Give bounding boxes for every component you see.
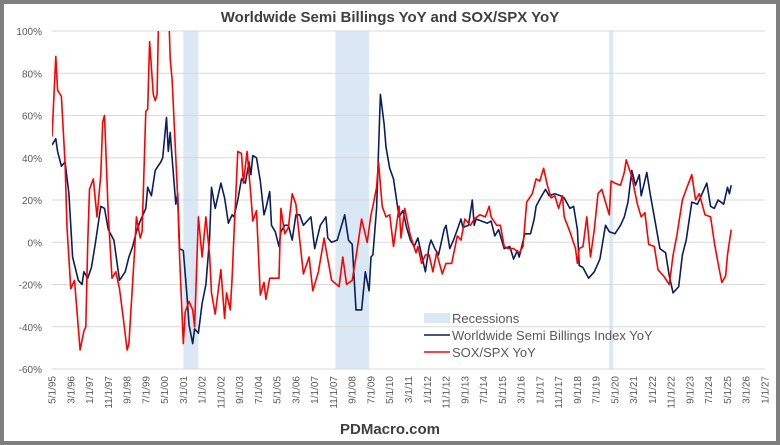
chart-title: Worldwide Semi Billings YoY and SOX/SPX … (221, 9, 559, 26)
x-tick-label: 1/1/02 (198, 376, 209, 404)
x-tick-label: 1/1/12 (423, 376, 434, 404)
x-tick-label: 7/1/19 (592, 376, 603, 404)
x-tick-label: 11/1/02 (216, 376, 227, 409)
y-tick-label: 0% (28, 238, 43, 249)
x-tick-label: 11/1/22 (667, 376, 678, 409)
x-tick-label: 1/1/07 (310, 376, 321, 404)
x-tick-label: 7/1/99 (141, 376, 152, 404)
series-line-semi-billings (52, 93, 732, 345)
y-tick-label: 80% (22, 69, 42, 80)
x-tick-label: 3/1/01 (179, 376, 190, 404)
x-tick-label: 11/1/12 (442, 376, 453, 409)
x-tick-label: 3/1/06 (291, 376, 302, 404)
series-lines (52, 31, 732, 351)
x-tick-label: 9/1/23 (685, 376, 696, 404)
series-line-sox-spx (52, 31, 732, 351)
x-tick-label: 11/1/17 (554, 376, 565, 409)
y-tick-label: -20% (19, 281, 42, 292)
x-tick-label: 9/1/13 (460, 376, 471, 404)
x-tick-label: 3/1/96 (66, 376, 77, 404)
y-tick-label: -60% (19, 365, 42, 376)
x-tick-label: 9/1/18 (573, 376, 584, 404)
x-tick-label: 1/1/22 (648, 376, 659, 404)
x-tick-label: 3/1/11 (404, 376, 415, 403)
y-tick-label: -40% (19, 323, 42, 334)
legend-recessions-swatch (424, 313, 450, 323)
y-tick-label: 40% (22, 154, 42, 165)
x-tick-label: 3/1/26 (742, 376, 753, 404)
x-tick-label: 11/1/97 (104, 376, 115, 409)
x-tick-label: 1/1/27 (761, 376, 772, 404)
x-tick-label: 11/1/07 (329, 376, 340, 409)
legend-semi-billings-label: Worldwide Semi Billings Index YoY (452, 328, 653, 343)
x-tick-label: 5/1/20 (610, 376, 621, 404)
legend-sox-spx-label: SOX/SPX YoY (452, 345, 536, 360)
x-tick-label: 7/1/04 (254, 376, 265, 404)
x-tick-label: 7/1/24 (704, 376, 715, 404)
y-tick-label: 20% (22, 196, 42, 207)
x-tick-label: 3/1/16 (517, 376, 528, 404)
x-tick-label: 9/1/03 (235, 376, 246, 404)
x-tick-label: 9/1/98 (123, 376, 134, 404)
x-tick-label: 5/1/00 (160, 376, 171, 404)
legend-recessions-label: Recessions (452, 311, 520, 326)
x-tick-label: 3/1/21 (629, 376, 640, 404)
y-tick-label: 100% (16, 27, 42, 38)
x-tick-label: 5/1/05 (273, 376, 284, 404)
y-tick-label: 60% (22, 112, 42, 123)
x-tick-label: 1/1/17 (535, 376, 546, 404)
x-tick-label: 5/1/25 (723, 376, 734, 404)
gridlines (52, 30, 765, 370)
x-tick-label: 5/1/15 (498, 376, 509, 404)
x-axis: 5/1/95 3/1/96 1/1/97 11/1/97 9/1/98 7/1/99 5/1… (48, 376, 772, 409)
x-tick-label: 7/1/14 (479, 376, 490, 404)
x-tick-label: 5/1/95 (48, 376, 59, 404)
legend: Recessions Worldwide Semi Billings Index… (424, 311, 653, 360)
footer-brand: PDMacro.com (340, 421, 440, 438)
y-axis: 100% 80% 60% 40% 20% 0% -20% -40% -60% (16, 27, 42, 376)
x-tick-label: 7/1/09 (366, 376, 377, 404)
x-tick-label: 9/1/08 (348, 376, 359, 404)
x-tick-label: 1/1/97 (85, 376, 96, 404)
x-tick-label: 5/1/10 (385, 376, 396, 404)
